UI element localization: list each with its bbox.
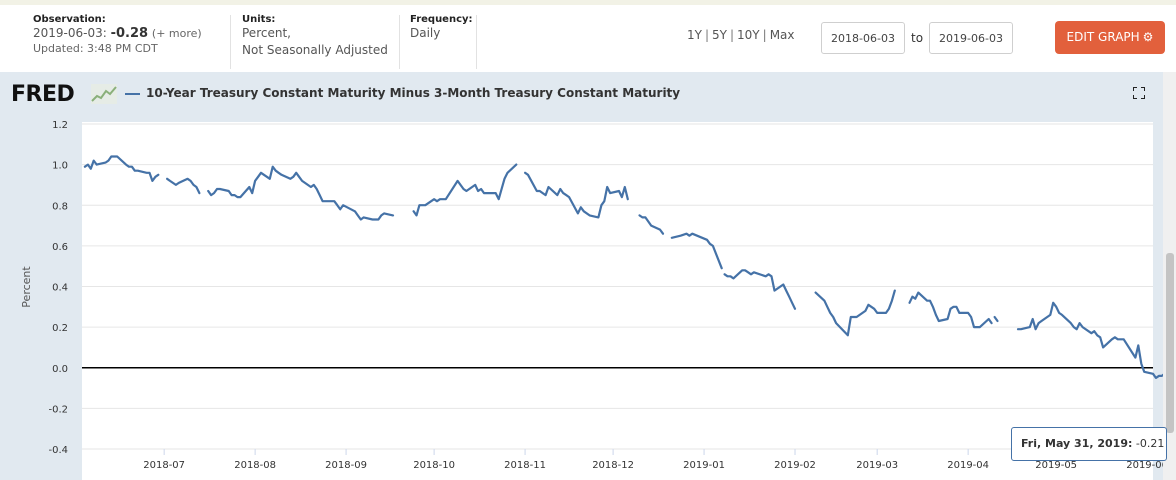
fred-logo[interactable]: FRED xyxy=(11,82,75,107)
observation-block: Observation: 2019-06-03: -0.28 (+ more) … xyxy=(33,14,202,72)
series-line-segment xyxy=(1016,301,1163,379)
x-tick-label: 2019-05 xyxy=(1035,460,1077,471)
series-group xyxy=(83,155,1163,379)
range-separator: | xyxy=(729,28,735,42)
range-10y[interactable]: 10Y xyxy=(737,28,760,42)
date-to-label: to xyxy=(911,31,924,45)
series-line-segment xyxy=(670,232,723,270)
range-selector: 1Y | 5Y | 10Y | Max xyxy=(687,28,795,42)
series-line-segment xyxy=(723,269,797,310)
y-axis-ticks: 1.2 1.0 0.8 0.6 0.4 0.2 0.0 -0.2 -0.4 xyxy=(48,120,68,456)
observation-more-link[interactable]: (+ more) xyxy=(151,27,202,40)
y-tick-label: 0.8 xyxy=(52,201,68,212)
divider xyxy=(230,15,231,69)
range-separator: | xyxy=(704,28,710,42)
x-tick-label: 2019-06 xyxy=(1126,460,1163,471)
y-axis-label: Percent xyxy=(20,266,33,308)
series-line-segment xyxy=(83,155,160,182)
y-tick-label: 0.6 xyxy=(52,242,68,253)
gear-icon: ⚙ xyxy=(1142,30,1154,44)
y-tick-label: 1.2 xyxy=(52,120,68,131)
x-tick-label: 2018-09 xyxy=(325,460,367,471)
legend-label: 10-Year Treasury Constant Maturity Minus… xyxy=(146,86,681,100)
x-tick-label: 2018-10 xyxy=(413,460,455,471)
series-line-segment xyxy=(523,171,629,219)
fred-chart-icon xyxy=(91,84,117,104)
range-separator: | xyxy=(762,28,767,42)
frequency-value: Daily xyxy=(410,26,441,40)
tooltip: Fri, May 31, 2019: -0.21 xyxy=(1011,427,1167,461)
range-max[interactable]: Max xyxy=(769,28,795,42)
divider xyxy=(476,15,477,69)
date-from-input[interactable] xyxy=(821,22,905,54)
series-line-segment xyxy=(638,214,665,235)
date-to-input[interactable] xyxy=(929,22,1013,54)
observation-date: 2019-06-03: xyxy=(33,26,107,40)
units-line1: Percent, xyxy=(242,26,291,40)
series-line-segment xyxy=(908,291,993,329)
units-block: Units: Percent, Not Seasonally Adjusted xyxy=(242,14,388,72)
series-line-segment xyxy=(166,177,201,195)
units-line2: Not Seasonally Adjusted xyxy=(242,43,388,57)
series-line-segment xyxy=(207,165,395,221)
edit-graph-label: EDIT GRAPH xyxy=(1066,30,1140,44)
y-tick-label: 1.0 xyxy=(52,161,68,172)
series-line-segment xyxy=(412,163,518,217)
y-tick-label: -0.4 xyxy=(48,445,68,456)
x-tick-label: 2018-11 xyxy=(504,460,546,471)
updated-time: Updated: 3:48 PM CDT xyxy=(33,42,158,55)
observation-line: 2019-06-03: -0.28 (+ more) xyxy=(33,25,202,42)
range-1y[interactable]: 1Y xyxy=(687,28,702,42)
tooltip-date: Fri, May 31, 2019: xyxy=(1021,437,1133,450)
y-tick-label: 0.2 xyxy=(52,323,68,334)
scrollbar-thumb[interactable] xyxy=(1166,253,1174,433)
range-5y[interactable]: 5Y xyxy=(712,28,727,42)
observation-bar: Observation: 2019-06-03: -0.28 (+ more) … xyxy=(0,0,1176,72)
tooltip-value: -0.21 xyxy=(1135,437,1165,450)
x-tick-label: 2019-01 xyxy=(683,460,725,471)
series-line-segment xyxy=(814,289,896,337)
frequency-block: Frequency: Daily xyxy=(410,14,473,72)
units-label: Units: xyxy=(242,14,276,25)
x-tick-label: 2018-12 xyxy=(592,460,634,471)
x-tick-label: 2019-02 xyxy=(774,460,816,471)
frequency-label: Frequency: xyxy=(410,14,473,25)
plot-area xyxy=(82,122,1153,480)
x-tick-label: 2019-04 xyxy=(947,460,989,471)
series-line-segment xyxy=(993,315,999,323)
observation-value: -0.28 xyxy=(110,26,149,41)
x-axis-ticks: 2018-07 2018-08 2018-09 2018-10 2018-11 2018-… xyxy=(143,449,1163,471)
y-tick-label: 0.4 xyxy=(52,283,68,294)
x-tick-label: 2018-08 xyxy=(234,460,276,471)
observation-label: Observation: xyxy=(33,14,106,25)
x-tick-label: 2018-07 xyxy=(143,460,185,471)
y-tick-label: -0.2 xyxy=(48,404,68,415)
x-tick-label: 2019-03 xyxy=(856,460,898,471)
divider xyxy=(399,15,400,69)
edit-graph-button[interactable]: EDIT GRAPH ⚙ xyxy=(1055,21,1165,54)
y-tick-label: 0.0 xyxy=(52,364,68,375)
legend-swatch xyxy=(125,93,140,95)
